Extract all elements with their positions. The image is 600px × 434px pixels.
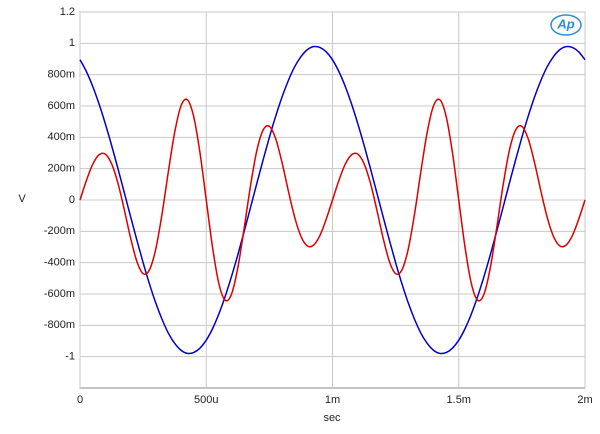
y-tick-label: 0	[69, 194, 75, 206]
x-tick-label: 1m	[325, 394, 340, 406]
y-tick-label: 200m	[47, 163, 75, 175]
y-tick-label: -200m	[44, 225, 75, 237]
x-tick-label: 1.5m	[447, 394, 471, 406]
y-tick-label: -400m	[44, 257, 75, 269]
y-tick-label: 800m	[47, 69, 75, 81]
logo: Ap	[556, 16, 574, 31]
series-line	[79, 45, 586, 355]
y-tick-label: 400m	[47, 131, 75, 143]
logo-ring	[550, 14, 582, 36]
y-tick-label: -1	[65, 351, 75, 363]
x-axis-label: sec	[323, 412, 341, 424]
y-tick-label: 600m	[47, 100, 75, 112]
y-tick-label: -800m	[44, 319, 75, 331]
x-tick-label: 500u	[194, 394, 218, 406]
series-line	[79, 98, 586, 302]
y-tick-label: -600m	[44, 288, 75, 300]
x-tick-label: 0	[77, 394, 83, 406]
y-axis-label: V	[18, 193, 26, 205]
x-tick-label: 2m	[577, 394, 592, 406]
y-tick-label: 1.2	[60, 6, 75, 18]
y-tick-label: 1	[69, 37, 75, 49]
